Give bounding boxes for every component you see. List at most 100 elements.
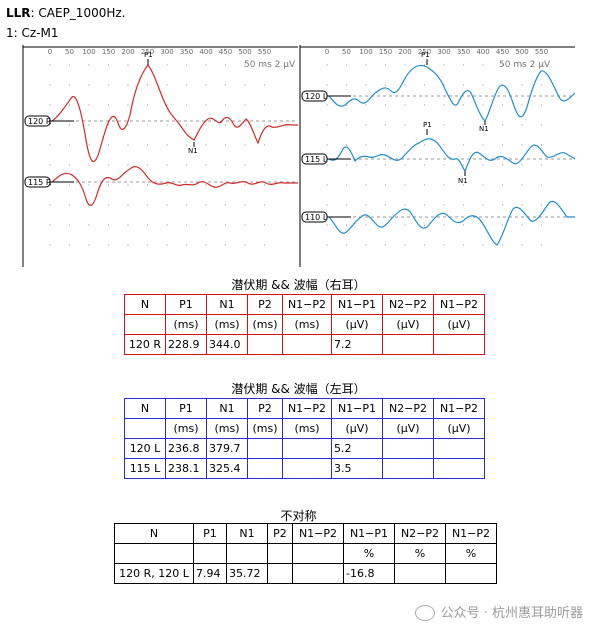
table-cell: 120 R, 120 L	[114, 563, 194, 584]
axis-tick-label: 0	[325, 48, 329, 56]
table-cell: 7.94	[193, 563, 227, 584]
axis-tick-label: 150	[379, 48, 392, 56]
column-header: P2	[247, 294, 283, 315]
axis-tick-label: 350	[457, 48, 470, 56]
axis-tick-label: 450	[219, 48, 232, 56]
table-cell: 5.2	[331, 438, 383, 459]
axis-tick-label: 500	[515, 48, 528, 56]
table-cell	[445, 563, 497, 584]
table-cell: 325.4	[206, 458, 248, 479]
axis-tick-label: 400	[199, 48, 212, 56]
table-units-row: %%%	[114, 543, 497, 564]
left-ear-table-title: 潜伏期 && 波幅（左耳）	[231, 382, 366, 396]
column-unit	[292, 543, 344, 564]
column-header: N2−P2	[382, 294, 434, 315]
axis-tick-label: 50	[65, 48, 74, 56]
trace-110L	[328, 200, 575, 246]
column-unit	[226, 543, 268, 564]
trace-120R	[51, 64, 298, 163]
axis-tick-label: 350	[180, 48, 193, 56]
table-cell	[382, 334, 434, 355]
column-unit: (ms)	[247, 418, 283, 439]
table-cell	[282, 438, 332, 459]
table-row: 120 R 228.9 344.0 7.2	[124, 334, 485, 355]
column-header: N2−P2	[394, 523, 446, 544]
trace-115R	[51, 166, 298, 207]
column-unit: (µV)	[382, 314, 434, 335]
axis-tick-label: 300	[437, 48, 450, 56]
peak-n1-120L: N1	[479, 125, 489, 133]
column-header: N1−P2	[445, 523, 497, 544]
table-cell	[382, 438, 434, 459]
column-unit: (µV)	[331, 418, 383, 439]
column-header: N1−P2	[433, 398, 485, 419]
table-header-row: N P1 N1 P2 N1−P2 N1−P1 N2−P2 N1−P2	[114, 523, 497, 544]
scale-label: 50 ms 2 µV	[244, 60, 296, 70]
axis-tick-label: 550	[535, 48, 548, 56]
table-cell	[394, 563, 446, 584]
peak-n1-115L: N1	[458, 177, 468, 185]
test-name: LLR	[6, 6, 31, 20]
trace-label-115L: 115 L	[305, 155, 328, 164]
axis-tick-label: 450	[496, 48, 509, 56]
column-unit	[124, 418, 166, 439]
column-unit: (ms)	[247, 314, 283, 335]
table-cell: 115 L	[124, 458, 166, 479]
stimulus-label: : CAEP_1000Hz.	[30, 6, 126, 20]
test-title: LLR: CAEP_1000Hz.	[6, 6, 126, 20]
table-header-row: N P1 N1 P2 N1−P2 N1−P1 N2−P2 N1−P2	[124, 294, 485, 315]
column-header: N1−P2	[433, 294, 485, 315]
asymmetry-table-title: 不对称	[280, 509, 317, 523]
left-ear-panel: 0 50 100 150 200 250 300 350 400 450 500 550 50 ms …	[299, 45, 575, 267]
right-ear-waveforms: 0 50 100 150 200 250 300 350 400 450 500 550 50 ms …	[22, 45, 298, 267]
watermark: 公众号 · 杭州惠耳助听器	[414, 602, 583, 621]
column-header: P1	[165, 398, 207, 419]
axis-tick-label: 0	[48, 48, 52, 56]
column-unit: (µV)	[433, 418, 485, 439]
column-header: N1−P1	[331, 398, 383, 419]
table-cell	[433, 438, 485, 459]
left-ear-waveforms: 0 50 100 150 200 250 300 350 400 450 500 550 50 ms …	[299, 45, 575, 267]
column-header: N1−P2	[292, 523, 344, 544]
trace-label-120L: 120 L	[305, 92, 328, 101]
column-header: P2	[247, 398, 283, 419]
axis-tick-label: 100	[82, 48, 95, 56]
column-header: N1−P2	[282, 398, 332, 419]
channel-label: 1: Cz-M1	[6, 26, 59, 40]
table-cell: 379.7	[206, 438, 248, 459]
table-cell: 7.2	[331, 334, 383, 355]
axis-tick-label: 500	[238, 48, 251, 56]
column-unit: (ms)	[206, 418, 248, 439]
table-cell	[247, 438, 283, 459]
axis-tick-label: 200	[398, 48, 411, 56]
table-cell	[282, 458, 332, 479]
peak-p1-120R: P1	[144, 51, 153, 59]
column-unit: (µV)	[382, 418, 434, 439]
table-cell	[292, 563, 344, 584]
axis-tick-label: 250	[141, 48, 154, 56]
table-cell: 344.0	[206, 334, 248, 355]
table-header-row: N P1 N1 P2 N1−P2 N1−P1 N2−P2 N1−P2	[124, 398, 485, 419]
table-cell: 238.1	[165, 458, 207, 479]
peak-p1-115L: P1	[423, 121, 432, 129]
trace-label-115R: 115 R	[28, 178, 52, 187]
peak-p1-120L: P1	[421, 51, 430, 59]
asymmetry-table: N P1 N1 P2 N1−P2 N1−P1 N2−P2 N1−P2%%% 120 R, 120…	[114, 523, 497, 584]
table-cell: 3.5	[331, 458, 383, 479]
trace-label-110L: 110 L	[305, 213, 328, 222]
axis-tick-label: 400	[476, 48, 489, 56]
column-unit: (ms)	[282, 314, 332, 335]
column-header: N1	[206, 398, 248, 419]
column-unit: %	[445, 543, 497, 564]
column-unit: (ms)	[165, 418, 207, 439]
left-ear-table: N P1 N1 P2 N1−P2 N1−P1 N2−P2 N1−P2 (ms) (ms) (ms)(…	[124, 398, 485, 479]
column-unit: (ms)	[206, 314, 248, 335]
table-cell: 120 L	[124, 438, 166, 459]
scale-label: 50 ms 2 µV	[499, 60, 551, 70]
table-units-row: (ms) (ms) (ms) (ms) (µV) (µV) (µV)	[124, 418, 485, 439]
column-unit	[114, 543, 194, 564]
table-cell	[247, 334, 283, 355]
column-header: N1	[226, 523, 268, 544]
column-header: N	[124, 398, 166, 419]
table-row: 115 L 238.1 325.4 3.5	[124, 458, 485, 479]
